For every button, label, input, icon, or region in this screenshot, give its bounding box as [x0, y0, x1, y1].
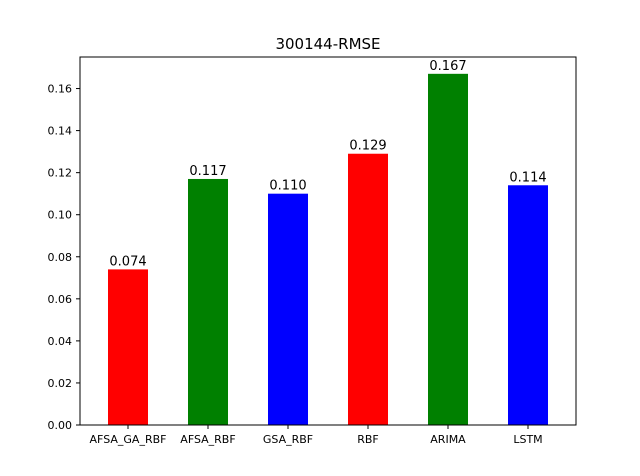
y-axis: 0.00 0.02 0.04 0.06 0.08 0.10 0.12 0.14 0.16 — [48, 83, 80, 432]
bar-value-label-1: 0.117 — [189, 164, 226, 179]
bar-3 — [348, 153, 388, 425]
plot-frame — [79, 56, 577, 426]
bar-4 — [428, 73, 468, 425]
bars-group — [108, 73, 548, 425]
bar-value-label-4: 0.167 — [429, 59, 466, 74]
chart-title: 300144-RMSE — [275, 35, 380, 53]
y-tick-label-2: 0.04 — [48, 335, 73, 348]
y-tick-label-4: 0.08 — [48, 251, 73, 264]
x-tick-label-3: RBF — [357, 433, 379, 446]
bar-value-label-0: 0.074 — [109, 254, 146, 269]
y-tick-label-7: 0.14 — [48, 125, 73, 138]
x-tick-label-5: LSTM — [513, 433, 542, 446]
bar-1 — [188, 178, 228, 425]
y-tick-label-0: 0.00 — [48, 419, 73, 432]
bar-value-labels: 0.074 0.117 0.110 0.129 0.167 0.114 — [109, 59, 546, 270]
x-tick-label-4: ARIMA — [430, 433, 466, 446]
y-tick-label-8: 0.16 — [48, 83, 73, 96]
y-tick-label-6: 0.12 — [48, 167, 73, 180]
bar-value-label-5: 0.114 — [509, 170, 546, 185]
y-tick-label-3: 0.06 — [48, 293, 73, 306]
x-tick-label-0: AFSA_GA_RBF — [90, 433, 167, 446]
bar-value-label-3: 0.129 — [349, 139, 386, 154]
x-axis: AFSA_GA_RBF AFSA_RBF GSA_RBF RBF ARIMA LSTM — [90, 425, 543, 446]
x-tick-label-2: GSA_RBF — [263, 433, 313, 446]
bar-value-label-2: 0.110 — [269, 179, 306, 194]
y-tick-label-1: 0.02 — [48, 377, 73, 390]
bar-2 — [268, 193, 308, 425]
x-tick-label-1: AFSA_RBF — [180, 433, 235, 446]
bar-0 — [108, 269, 148, 425]
bar-5 — [508, 185, 548, 425]
y-tick-label-5: 0.10 — [48, 209, 73, 222]
